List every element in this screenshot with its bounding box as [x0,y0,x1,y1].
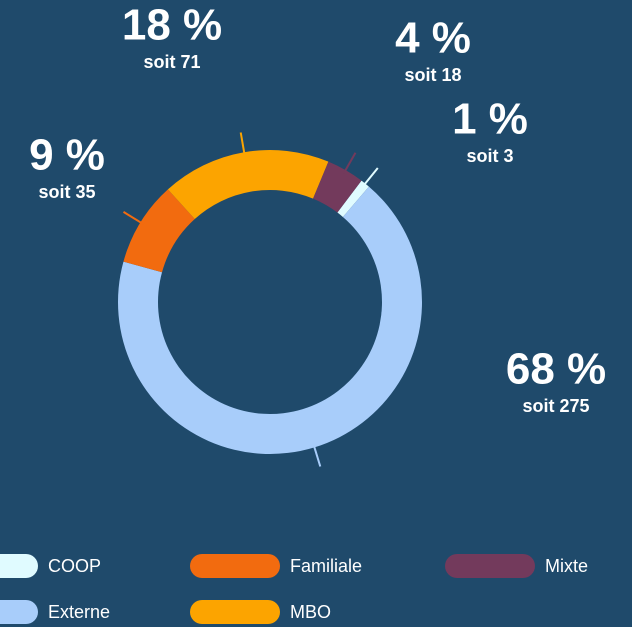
leader-line [361,167,379,188]
legend-label: COOP [48,556,101,576]
count-label: soit 3 [466,146,513,166]
legend-label: MBO [290,602,331,622]
legend-swatch [190,600,280,624]
leader-line [312,443,322,467]
count-label: soit 18 [404,65,461,85]
count-label: soit 35 [38,182,95,202]
legend-swatch [190,554,280,578]
percent-label: 68 % [506,345,606,394]
count-label: soit 71 [143,52,200,72]
slice [167,150,329,220]
leader-line [342,152,357,175]
count-label: soit 275 [522,396,589,416]
legend-label: Mixte [545,556,588,576]
percent-label: 1 % [452,95,528,144]
legend-swatch [0,554,38,578]
slice [123,189,195,273]
legend-label: Externe [48,602,110,622]
legend-swatch [0,600,38,624]
leader-line [239,132,246,157]
slice [118,186,423,454]
percent-label: 4 % [395,14,471,63]
slice [337,180,369,217]
leader-line [122,211,145,226]
percent-label: 9 % [29,131,105,180]
legend-swatch [445,554,535,578]
legend-label: Familiale [290,556,362,576]
percent-label: 18 % [122,1,222,50]
slice [313,161,362,213]
